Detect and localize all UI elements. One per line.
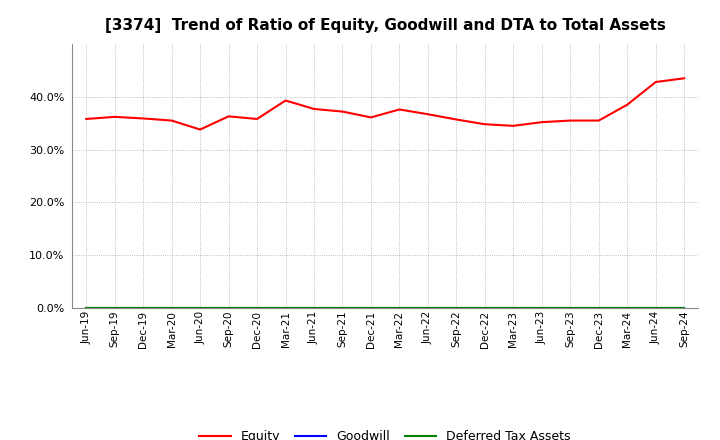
Equity [623, 102, 631, 107]
Legend: Equity, Goodwill, Deferred Tax Assets: Equity, Goodwill, Deferred Tax Assets [194, 425, 576, 440]
Deferred Tax Assets [623, 305, 631, 311]
Goodwill [537, 305, 546, 311]
Goodwill [480, 305, 489, 311]
Line: Equity: Equity [86, 78, 684, 129]
Deferred Tax Assets [423, 305, 432, 311]
Deferred Tax Assets [338, 305, 347, 311]
Equity [395, 107, 404, 112]
Deferred Tax Assets [225, 305, 233, 311]
Equity [366, 115, 375, 120]
Equity [110, 114, 119, 120]
Goodwill [310, 305, 318, 311]
Deferred Tax Assets [395, 305, 404, 311]
Deferred Tax Assets [282, 305, 290, 311]
Deferred Tax Assets [595, 305, 603, 311]
Goodwill [423, 305, 432, 311]
Goodwill [82, 305, 91, 311]
Goodwill [366, 305, 375, 311]
Goodwill [196, 305, 204, 311]
Goodwill [509, 305, 518, 311]
Title: [3374]  Trend of Ratio of Equity, Goodwill and DTA to Total Assets: [3374] Trend of Ratio of Equity, Goodwil… [105, 18, 665, 33]
Equity [167, 118, 176, 123]
Deferred Tax Assets [537, 305, 546, 311]
Equity [537, 120, 546, 125]
Goodwill [452, 305, 461, 311]
Equity [225, 114, 233, 119]
Deferred Tax Assets [480, 305, 489, 311]
Deferred Tax Assets [253, 305, 261, 311]
Deferred Tax Assets [452, 305, 461, 311]
Goodwill [110, 305, 119, 311]
Equity [338, 109, 347, 114]
Goodwill [680, 305, 688, 311]
Deferred Tax Assets [566, 305, 575, 311]
Equity [680, 76, 688, 81]
Deferred Tax Assets [509, 305, 518, 311]
Deferred Tax Assets [167, 305, 176, 311]
Goodwill [167, 305, 176, 311]
Equity [82, 116, 91, 121]
Deferred Tax Assets [110, 305, 119, 311]
Goodwill [595, 305, 603, 311]
Equity [480, 121, 489, 127]
Equity [595, 118, 603, 123]
Equity [566, 118, 575, 123]
Goodwill [253, 305, 261, 311]
Equity [509, 123, 518, 128]
Goodwill [652, 305, 660, 311]
Goodwill [566, 305, 575, 311]
Goodwill [282, 305, 290, 311]
Goodwill [139, 305, 148, 311]
Equity [310, 106, 318, 112]
Deferred Tax Assets [196, 305, 204, 311]
Deferred Tax Assets [82, 305, 91, 311]
Equity [652, 79, 660, 84]
Goodwill [225, 305, 233, 311]
Equity [423, 112, 432, 117]
Deferred Tax Assets [310, 305, 318, 311]
Deferred Tax Assets [652, 305, 660, 311]
Equity [452, 117, 461, 122]
Deferred Tax Assets [139, 305, 148, 311]
Deferred Tax Assets [366, 305, 375, 311]
Goodwill [395, 305, 404, 311]
Equity [282, 98, 290, 103]
Equity [139, 116, 148, 121]
Deferred Tax Assets [680, 305, 688, 311]
Equity [253, 116, 261, 121]
Goodwill [623, 305, 631, 311]
Goodwill [338, 305, 347, 311]
Equity [196, 127, 204, 132]
